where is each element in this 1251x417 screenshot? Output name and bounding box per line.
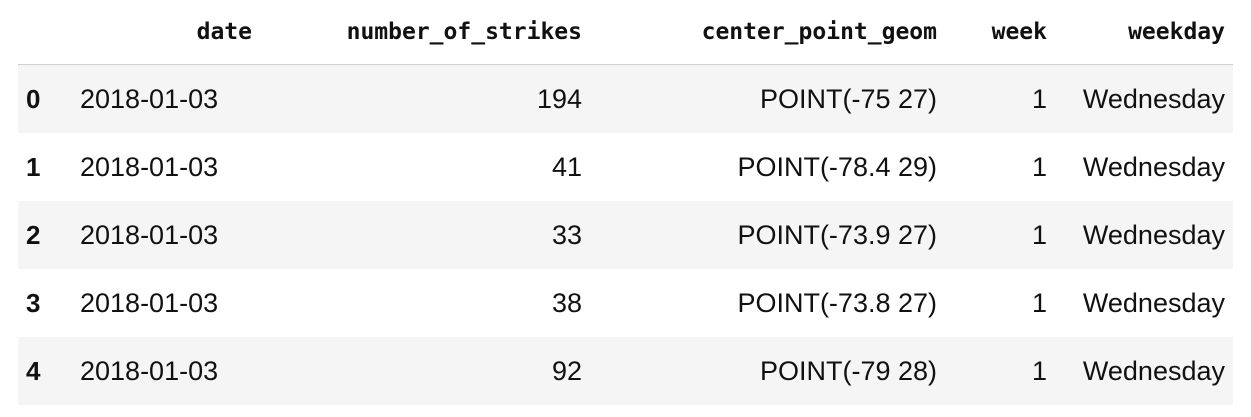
row-index: 2	[26, 219, 41, 250]
table-row: 4 2018-01-03 92 POINT(-79 28) 1 Wednesda…	[18, 337, 1233, 405]
date-cell: 2018-01-03	[80, 151, 219, 182]
column-header-weekday: weekday	[1055, 0, 1233, 65]
index-header	[18, 0, 70, 65]
dataframe-table: date number_of_strikes center_point_geom…	[18, 0, 1233, 405]
geom-cell: POINT(-73.8 27)	[737, 287, 937, 318]
geom-cell: POINT(-78.4 29)	[737, 151, 937, 182]
column-header-center-point-geom: center_point_geom	[590, 0, 945, 65]
row-index: 1	[26, 151, 41, 182]
date-cell: 2018-01-03	[80, 83, 219, 114]
date-cell: 2018-01-03	[80, 219, 219, 250]
strikes-cell: 92	[551, 355, 582, 386]
week-cell: 1	[1031, 219, 1047, 250]
week-cell: 1	[1031, 151, 1047, 182]
table-body: 0 2018-01-03 194 POINT(-75 27) 1 Wednesd…	[18, 64, 1233, 405]
geom-cell: POINT(-73.9 27)	[737, 219, 937, 250]
table-row: 2 2018-01-03 33 POINT(-73.9 27) 1 Wednes…	[18, 201, 1233, 269]
week-cell: 1	[1031, 83, 1047, 114]
date-cell: 2018-01-03	[80, 355, 219, 386]
table-header: date number_of_strikes center_point_geom…	[18, 0, 1233, 65]
row-index: 3	[26, 287, 41, 318]
week-cell: 1	[1031, 355, 1047, 386]
column-header-number-of-strikes: number_of_strikes	[260, 0, 590, 65]
strikes-cell: 41	[551, 151, 582, 182]
table-row: 0 2018-01-03 194 POINT(-75 27) 1 Wednesd…	[18, 64, 1233, 133]
weekday-cell: Wednesday	[1082, 83, 1225, 114]
row-index: 0	[26, 83, 41, 114]
column-header-date: date	[70, 0, 260, 65]
row-index: 4	[26, 355, 41, 386]
column-header-week: week	[945, 0, 1055, 65]
table-row: 1 2018-01-03 41 POINT(-78.4 29) 1 Wednes…	[18, 133, 1233, 201]
strikes-cell: 194	[536, 83, 582, 114]
week-cell: 1	[1031, 287, 1047, 318]
strikes-cell: 38	[551, 287, 582, 318]
geom-cell: POINT(-79 28)	[759, 355, 937, 386]
weekday-cell: Wednesday	[1082, 355, 1225, 386]
header-row: date number_of_strikes center_point_geom…	[18, 0, 1233, 65]
strikes-cell: 33	[551, 219, 582, 250]
table-row: 3 2018-01-03 38 POINT(-73.8 27) 1 Wednes…	[18, 269, 1233, 337]
weekday-cell: Wednesday	[1082, 151, 1225, 182]
weekday-cell: Wednesday	[1082, 287, 1225, 318]
weekday-cell: Wednesday	[1082, 219, 1225, 250]
date-cell: 2018-01-03	[80, 287, 219, 318]
geom-cell: POINT(-75 27)	[759, 83, 937, 114]
